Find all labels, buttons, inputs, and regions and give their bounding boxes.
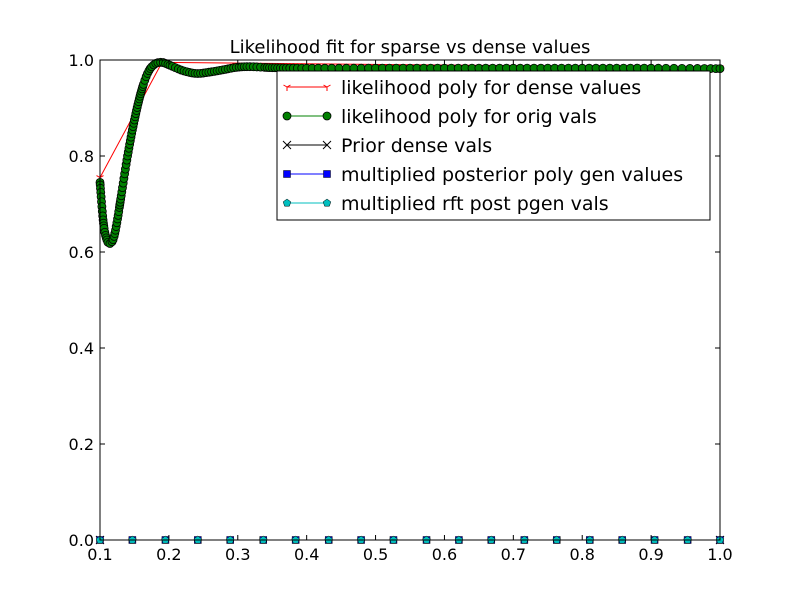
y-tick-label: 0.0 bbox=[69, 531, 94, 550]
legend-label: likelihood poly for dense values bbox=[341, 77, 641, 99]
legend-label: multiplied rft post pgen vals bbox=[341, 193, 609, 215]
legend-box bbox=[276, 70, 711, 221]
marker-tri-b bbox=[323, 84, 328, 88]
x-tick-label: 0.7 bbox=[501, 545, 526, 564]
series-1 bbox=[95, 57, 725, 248]
marker-x-b bbox=[322, 140, 332, 150]
y-tick-label: 0.6 bbox=[69, 243, 94, 262]
chart-title: Likelihood fit for sparse vs dense value… bbox=[230, 37, 591, 58]
marker bbox=[283, 84, 291, 91]
series-layer bbox=[95, 57, 725, 545]
x-tick-label: 0.9 bbox=[638, 545, 663, 564]
y-tick-label: 0.2 bbox=[69, 435, 94, 454]
x-tick-label: 0.3 bbox=[225, 545, 250, 564]
marker bbox=[323, 84, 331, 91]
legend-label: Prior dense vals bbox=[341, 135, 492, 157]
ticks-layer: 0.1 0.2 0.3 0.4 0.5 0.6 0.7 0.8 0.9 1.0 0.0 0.2 0.4 0… bbox=[69, 51, 733, 564]
marker bbox=[282, 140, 292, 150]
marker-pentagon bbox=[282, 198, 292, 207]
legend-entry: likelihood poly for orig vals bbox=[282, 106, 597, 128]
legend-entry: Prior dense vals bbox=[282, 135, 492, 157]
marker bbox=[322, 198, 332, 207]
x-tick-label: 0.6 bbox=[432, 545, 457, 564]
marker bbox=[322, 140, 332, 150]
y-tick-label: 0.8 bbox=[69, 147, 94, 166]
marker-dot bbox=[322, 111, 332, 121]
marker bbox=[322, 111, 332, 121]
marker-x-b bbox=[282, 140, 292, 150]
plot-frame bbox=[99, 59, 721, 541]
marker-square bbox=[323, 170, 331, 178]
marker-pentagon bbox=[322, 198, 332, 207]
x-tick-label: 0.1 bbox=[87, 545, 112, 564]
x-tick-label: 1.0 bbox=[707, 545, 732, 564]
marker bbox=[282, 198, 292, 207]
legend-entry: likelihood poly for dense values bbox=[283, 77, 641, 99]
legend-entry: multiplied rft post pgen vals bbox=[282, 193, 609, 215]
marker bbox=[282, 111, 292, 121]
marker bbox=[283, 170, 291, 178]
x-tick-label: 0.4 bbox=[294, 545, 319, 564]
legend-label: likelihood poly for orig vals bbox=[341, 106, 597, 128]
x-tick-label: 0.2 bbox=[156, 545, 181, 564]
y-tick-label: 1.0 bbox=[69, 51, 94, 70]
legend-label: multiplied posterior poly gen values bbox=[341, 164, 683, 186]
marker-tri-c bbox=[99, 175, 104, 179]
marker-dot bbox=[282, 111, 292, 121]
marker-square bbox=[283, 170, 291, 178]
marker-tri-c bbox=[326, 84, 331, 88]
marker-tri-b bbox=[96, 175, 101, 179]
marker-tri-b bbox=[283, 84, 288, 88]
legend: likelihood poly for dense values likeliho… bbox=[276, 70, 711, 221]
marker-tri-c bbox=[286, 84, 291, 88]
x-tick-label: 0.5 bbox=[363, 545, 388, 564]
y-tick-label: 0.4 bbox=[69, 339, 94, 358]
marker bbox=[323, 170, 331, 178]
legend-entry: multiplied posterior poly gen values bbox=[283, 164, 683, 186]
x-tick-label: 0.8 bbox=[569, 545, 594, 564]
